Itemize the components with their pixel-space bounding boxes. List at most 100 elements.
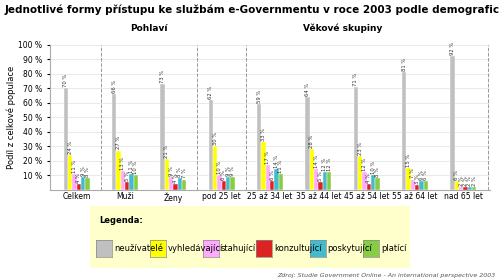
Text: Pohlaví: Pohlaví	[130, 24, 168, 33]
Text: 12 %: 12 %	[322, 158, 328, 171]
Bar	[64, 88, 68, 190]
Text: 10 %: 10 %	[134, 161, 138, 174]
Text: 5 %: 5 %	[124, 171, 130, 181]
Text: 33 %: 33 %	[261, 128, 266, 141]
Text: 4 %: 4 %	[366, 173, 372, 183]
Text: 5 %: 5 %	[318, 171, 323, 181]
Bar	[318, 182, 322, 190]
Text: 13 %: 13 %	[120, 157, 126, 170]
Bar	[270, 181, 274, 190]
Bar	[266, 165, 270, 190]
Text: 17 %: 17 %	[266, 151, 270, 164]
Bar	[354, 87, 358, 190]
Text: 4 %: 4 %	[173, 173, 178, 183]
Text: 92 %: 92 %	[450, 42, 455, 55]
Bar	[160, 84, 164, 190]
Bar	[174, 184, 178, 190]
Bar	[358, 156, 362, 190]
Y-axis label: Podíl z celkové populace: Podíl z celkové populace	[6, 66, 16, 169]
Bar	[182, 180, 186, 190]
Bar	[164, 159, 169, 190]
Text: 15 %: 15 %	[406, 153, 411, 167]
Bar	[262, 142, 266, 190]
Bar	[406, 168, 410, 190]
Text: 2 %: 2 %	[472, 176, 477, 186]
Bar	[322, 172, 327, 190]
Bar	[169, 177, 173, 190]
Text: poskytující: poskytující	[328, 244, 372, 253]
Text: 11 %: 11 %	[72, 159, 77, 173]
Text: 24 %: 24 %	[68, 141, 72, 154]
Text: 6 %: 6 %	[222, 170, 226, 180]
Text: 2 %: 2 %	[463, 176, 468, 186]
Bar	[81, 177, 86, 190]
Text: 9 %: 9 %	[226, 166, 230, 175]
Text: 9 %: 9 %	[80, 166, 86, 175]
Text: 7 %: 7 %	[410, 169, 416, 178]
Bar	[222, 181, 226, 190]
Bar	[327, 172, 332, 190]
Text: 70 %: 70 %	[63, 74, 68, 87]
Text: 12 %: 12 %	[326, 158, 332, 171]
Bar	[208, 100, 213, 190]
Text: 9 %: 9 %	[168, 166, 173, 175]
Text: neužívatelé: neužívatelé	[114, 244, 164, 253]
Text: 6 %: 6 %	[454, 170, 460, 180]
Text: 9 %: 9 %	[230, 166, 235, 175]
Text: 11 %: 11 %	[278, 159, 283, 173]
Text: 14 %: 14 %	[314, 155, 318, 168]
Text: 7 %: 7 %	[182, 169, 186, 178]
Bar	[371, 175, 376, 190]
Bar	[226, 177, 230, 190]
Text: Legenda:: Legenda:	[100, 216, 144, 225]
Bar	[314, 169, 318, 190]
Bar	[415, 185, 420, 190]
Text: 21 %: 21 %	[164, 145, 170, 158]
Text: 6 %: 6 %	[270, 170, 274, 180]
Bar	[472, 187, 476, 190]
Text: 27 %: 27 %	[116, 136, 121, 149]
Text: 23 %: 23 %	[358, 142, 362, 155]
Bar	[310, 149, 314, 190]
Bar	[362, 172, 366, 190]
Text: 8 %: 8 %	[85, 167, 90, 177]
Bar	[274, 169, 278, 190]
Text: stahující: stahující	[221, 244, 256, 253]
Text: 14 %: 14 %	[274, 155, 279, 168]
Text: Věkové skupiny: Věkové skupiny	[303, 23, 382, 33]
Bar	[230, 177, 234, 190]
Text: 2 %: 2 %	[468, 176, 472, 186]
Text: 8 %: 8 %	[178, 167, 182, 177]
Bar	[376, 178, 380, 190]
Text: 10 %: 10 %	[370, 161, 376, 174]
Text: Jednotlivé formy přístupu ke službám e-Governmentu v roce 2003 podle demografick: Jednotlivé formy přístupu ke službám e-G…	[5, 4, 500, 15]
Bar	[178, 178, 182, 190]
Bar	[218, 175, 222, 190]
FancyBboxPatch shape	[84, 205, 416, 269]
Text: 71 %: 71 %	[354, 72, 358, 86]
Text: konzultující: konzultující	[274, 244, 322, 253]
Bar	[257, 104, 262, 190]
Bar	[464, 187, 468, 190]
Bar	[116, 151, 120, 190]
Bar	[68, 155, 72, 190]
Text: Zdroj: Studie Government Online - An international perspective 2003: Zdroj: Studie Government Online - An int…	[277, 273, 495, 278]
Text: 6 %: 6 %	[419, 170, 424, 180]
Bar	[112, 94, 116, 190]
Bar	[402, 72, 406, 190]
Text: 66 %: 66 %	[112, 80, 116, 93]
Bar	[410, 180, 415, 190]
Text: 81 %: 81 %	[402, 58, 406, 71]
Text: 73 %: 73 %	[160, 69, 165, 83]
Bar	[134, 175, 138, 190]
Text: 64 %: 64 %	[305, 83, 310, 96]
Bar	[424, 181, 428, 190]
Bar	[72, 174, 76, 190]
Text: 59 %: 59 %	[256, 90, 262, 103]
Bar	[420, 181, 424, 190]
Text: 30 %: 30 %	[212, 132, 218, 145]
Text: 4 %: 4 %	[76, 173, 82, 183]
Bar	[120, 171, 125, 190]
Text: 2 %: 2 %	[458, 176, 464, 186]
Text: 3 %: 3 %	[414, 174, 420, 184]
